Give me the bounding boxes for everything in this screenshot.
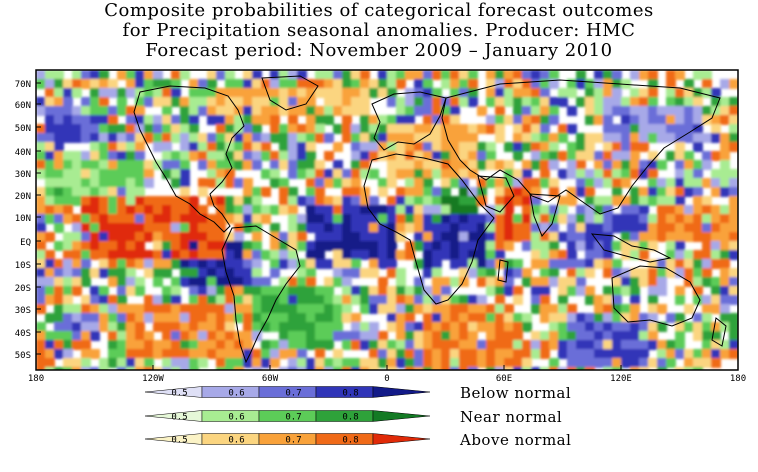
probability-field: [36, 70, 738, 370]
legend-tick: 0.5: [171, 413, 187, 423]
coastline-arabia: [477, 175, 515, 213]
legend-label-below-normal: Below normal: [460, 384, 572, 402]
legend-label-near-normal: Near normal: [460, 408, 563, 426]
lat-label: 50N: [15, 124, 31, 134]
legend-tick: 0.6: [228, 389, 244, 399]
lat-label: 30N: [15, 170, 31, 180]
coastline-south-america: [221, 225, 301, 364]
lon-label: 180: [28, 374, 44, 384]
coastline-north-america: [133, 85, 245, 233]
coastline-new-zealand: [711, 317, 727, 347]
map-title-line-3: Forecast period: November 2009 – January…: [145, 40, 613, 61]
legend-swatch: [372, 410, 431, 422]
legend-tick: 0.7: [285, 436, 301, 446]
map-axes: 70N 60N 50N 40N 30N 20N 10N EQ 10S 20S 30S 40S 50S 18…: [15, 80, 746, 384]
lon-label: 60E: [496, 374, 512, 384]
legend-tick: 0.6: [228, 436, 244, 446]
lon-label: 120E: [610, 374, 632, 384]
lon-label: 60W: [262, 374, 279, 384]
lat-label: 10S: [15, 261, 31, 271]
lon-label: 0: [384, 374, 389, 384]
legend-color-bars: 0.5 0.6 0.7 0.8 0.5 0.6 0.7 0.8 0.5 0.6 0.7 0.8: [144, 386, 431, 446]
legend-tick: 0.8: [342, 436, 358, 446]
legend-tick: 0.7: [285, 413, 301, 423]
coastline-greenland: [261, 75, 319, 111]
coastline-australia: [611, 265, 701, 327]
legend-tick: 0.6: [228, 413, 244, 423]
legend-tick: 0.5: [171, 389, 187, 399]
legend-tick: 0.8: [342, 389, 358, 399]
lat-label: 30S: [15, 306, 31, 316]
coastlines: [133, 75, 727, 364]
coastline-india: [529, 193, 561, 237]
lon-label: 180: [730, 374, 746, 384]
lat-label: 20S: [15, 284, 31, 294]
legend-swatch: [372, 386, 431, 398]
lat-label: 70N: [15, 80, 31, 90]
lat-label: 50S: [15, 351, 31, 361]
lat-label: 10N: [15, 214, 31, 224]
lat-label: 40N: [15, 148, 31, 158]
lon-label: 120W: [142, 374, 164, 384]
legend-swatch: [372, 433, 431, 445]
lat-label: 40S: [15, 329, 31, 339]
legend-label-above-normal: Above normal: [460, 431, 572, 449]
map-title-line-2: for Precipitation seasonal anomalies. Pr…: [122, 20, 636, 41]
coastline-madagascar: [497, 259, 509, 283]
lat-label: EQ: [20, 238, 31, 248]
coastline-europe: [371, 91, 447, 151]
coastline-africa: [363, 153, 495, 305]
lat-label: 20N: [15, 192, 31, 202]
legend-tick: 0.8: [342, 413, 358, 423]
lat-label: 60N: [15, 101, 31, 111]
coastline-asia: [441, 79, 721, 215]
coastline-indonesia: [590, 233, 672, 263]
map-title-line-1: Composite probabilities of categorical f…: [104, 0, 654, 21]
legend-tick: 0.5: [171, 436, 187, 446]
legend-tick: 0.7: [285, 389, 301, 399]
